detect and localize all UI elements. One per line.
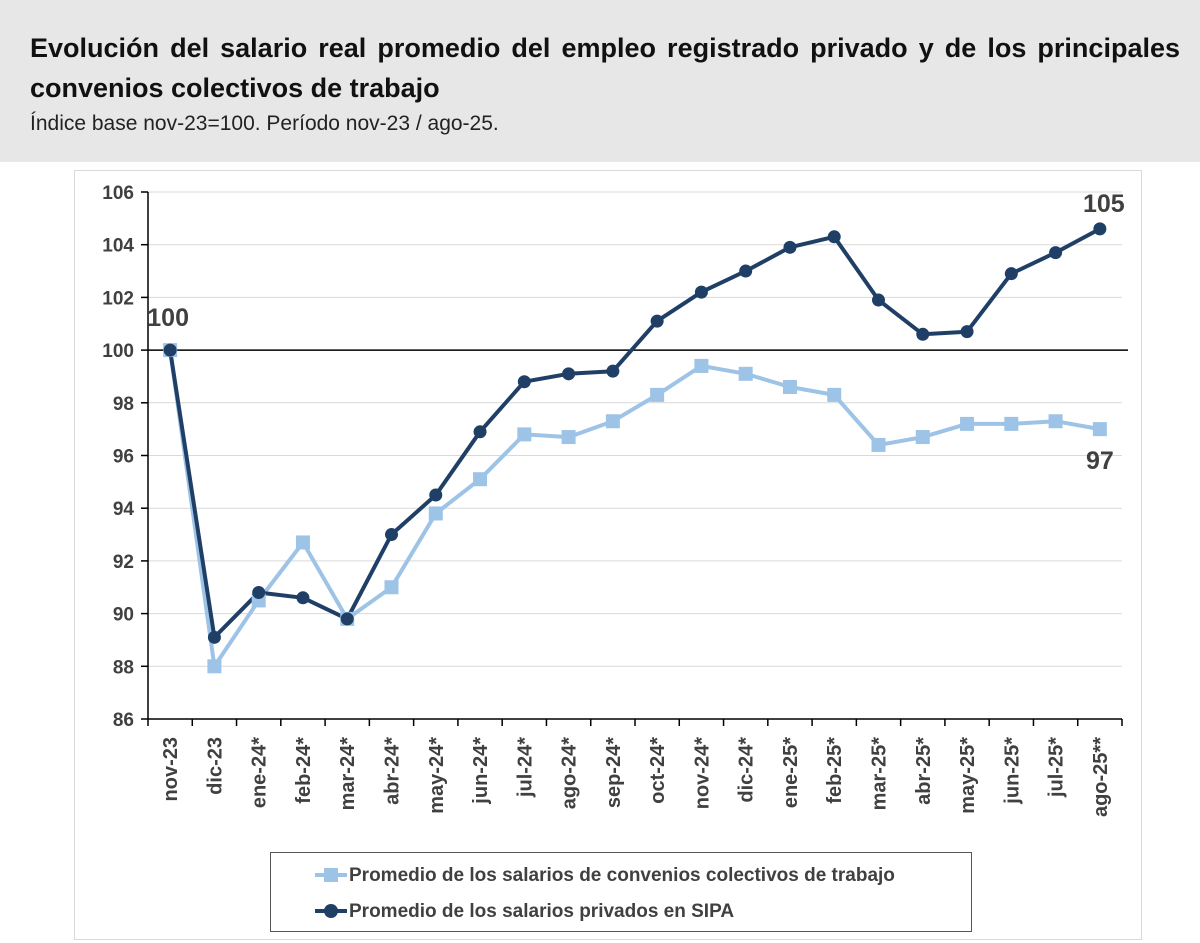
annotations: 100 105 97 (147, 190, 1125, 475)
data-point-sipa (252, 586, 266, 600)
data-point-convenios (517, 427, 532, 442)
y-tick-label: 96 (113, 447, 134, 468)
y-tick-label: 98 (113, 394, 134, 415)
x-tick-labels: nov-23 dic-23 ene-24* feb-24* mar-24* abr-24*… (160, 737, 1112, 817)
data-point-sipa (429, 488, 443, 502)
data-point-convenios (1004, 416, 1019, 431)
data-point-convenios (650, 387, 665, 402)
data-point-convenios (694, 358, 709, 373)
x-tick-label: ago-25** (1090, 737, 1112, 817)
y-tick-label: 94 (113, 499, 135, 520)
data-point-convenios (1092, 422, 1107, 437)
x-tick-label: mar-24* (337, 737, 359, 811)
x-tick-label: may-24* (426, 737, 448, 814)
legend-item-convenios: Promedio de los salarios de convenios co… (271, 861, 971, 889)
x-tick-label: jul-24* (514, 737, 536, 798)
grid-lines (148, 191, 1122, 667)
data-point-convenios (295, 535, 310, 550)
series-line-convenios (168, 349, 1101, 669)
data-point-sipa (207, 630, 221, 644)
data-point-convenios (207, 659, 222, 674)
x-tick-label: dic-23 (204, 737, 226, 795)
annotation-label: 105 (1083, 190, 1125, 218)
data-point-sipa (872, 293, 885, 307)
x-tick-label: sep-24* (603, 737, 625, 808)
axes (141, 191, 1128, 726)
legend-marker-convenios (315, 868, 347, 882)
x-tick-label: nov-24* (691, 737, 713, 809)
chart-header: Evolución del salario real promedio del … (0, 0, 1200, 162)
data-point-sipa (473, 425, 487, 439)
data-point-convenios (915, 430, 930, 445)
annotation-label: 97 (1086, 447, 1114, 475)
data-point-sipa (650, 314, 664, 328)
series-lines (163, 222, 1107, 674)
legend-label-sipa: Promedio de los salarios privados en SIP… (349, 901, 735, 922)
x-tick-label: feb-24* (293, 737, 315, 804)
y-tick-label: 100 (102, 341, 134, 362)
data-point-sipa (1049, 246, 1063, 260)
x-tick-label: may-25* (957, 737, 979, 814)
data-point-sipa (1004, 267, 1018, 281)
data-point-sipa (1093, 222, 1107, 236)
x-tick-label: abr-24* (382, 737, 404, 805)
data-point-convenios (605, 414, 620, 429)
data-point-sipa (385, 528, 398, 542)
y-tick-label: 90 (113, 605, 134, 626)
y-tick-labels: 86 88 90 92 94 96 98 100 102 104 106 (102, 183, 134, 731)
x-tick-label: dic-24* (736, 737, 758, 803)
x-tick-label: feb-25* (824, 737, 846, 804)
y-tick-label: 88 (113, 657, 134, 678)
data-point-sipa (163, 343, 177, 357)
x-tick-label: jun-24* (470, 737, 492, 805)
x-tick-label: nov-23 (160, 737, 182, 801)
data-point-convenios (827, 387, 842, 402)
legend-item-sipa: Promedio de los salarios privados en SIP… (271, 897, 971, 925)
data-point-convenios (871, 437, 886, 452)
x-tick-label: jul-25* (1046, 737, 1068, 798)
x-tick-label: abr-25* (913, 737, 935, 805)
data-point-convenios (561, 430, 576, 445)
chart-subtitle: Índice base nov-23=100. Período nov-23 /… (30, 112, 499, 135)
data-point-convenios (1048, 414, 1063, 429)
data-point-sipa (694, 285, 708, 299)
x-tick-label: mar-25* (869, 737, 891, 811)
data-point-sipa (606, 364, 620, 378)
y-tick-label: 106 (102, 183, 134, 204)
data-point-convenios (782, 379, 797, 394)
y-tick-label: 86 (113, 710, 134, 731)
data-point-sipa (960, 325, 974, 339)
data-point-convenios (473, 472, 488, 487)
legend-marker-sipa (315, 904, 347, 918)
data-point-sipa (827, 230, 841, 244)
legend-label-convenios: Promedio de los salarios de convenios co… (349, 865, 895, 886)
x-tick-label: jun-25* (1001, 737, 1023, 805)
chart-legend: Promedio de los salarios de convenios co… (270, 852, 972, 932)
data-point-sipa (340, 612, 354, 626)
x-tick-label: ene-24* (249, 737, 271, 808)
chart-title: Evolución del salario real promedio del … (30, 33, 1180, 103)
data-point-sipa (517, 375, 531, 389)
x-tick-label: ene-25* (780, 737, 802, 808)
series-line-sipa (168, 227, 1101, 640)
data-point-convenios (960, 416, 975, 431)
chart-frame (74, 170, 1142, 940)
data-point-sipa (562, 367, 576, 381)
x-tick-label: oct-24* (647, 737, 669, 804)
data-point-convenios (428, 506, 443, 521)
annotation-label: 100 (147, 304, 189, 332)
y-tick-label: 92 (113, 552, 134, 573)
data-point-convenios (738, 366, 753, 381)
y-tick-label: 104 (102, 236, 134, 257)
data-point-sipa (783, 240, 797, 254)
data-point-sipa (296, 591, 310, 605)
x-tick-label: ago-24* (559, 737, 581, 809)
data-point-sipa (739, 264, 753, 278)
data-point-sipa (916, 327, 930, 341)
data-point-convenios (384, 580, 399, 595)
y-tick-label: 102 (102, 288, 134, 309)
